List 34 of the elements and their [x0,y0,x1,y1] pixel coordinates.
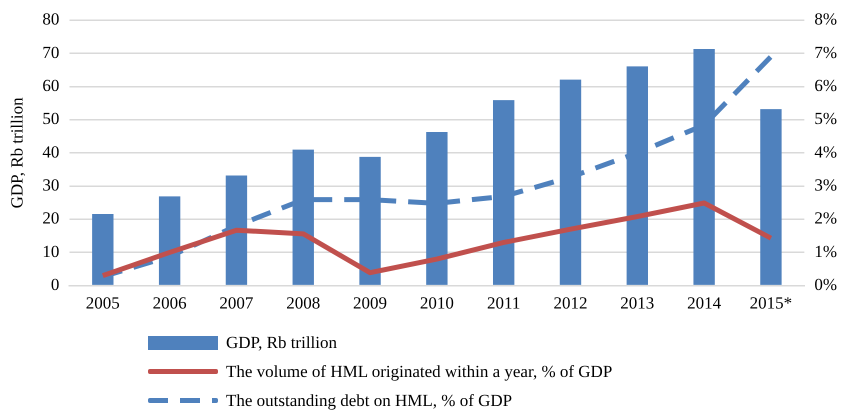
x-tick-label: 2008 [286,293,320,312]
y2-tick-label: 5% [814,109,838,128]
y2-tick-label: 1% [814,242,838,261]
x-tick-label: 2011 [486,293,520,312]
y-axis-title: GDP, Rb trillion [8,96,27,208]
x-tick-label: 2012 [553,293,588,312]
y2-tick-label: 2% [814,208,838,228]
x-tick-label: 2005 [86,293,120,312]
y-tick-label: 60 [42,76,60,96]
y-tick-label: 20 [42,208,60,228]
y-tick-label: 30 [42,176,60,195]
x-tick-label: 2009 [353,293,388,312]
y-tick-label: 10 [42,242,60,261]
legend-label: The volume of HML originated within a year, % of GDP [226,362,612,382]
legend-label: GDP, Rb trillion [226,332,337,352]
y-tick-label: 0 [50,275,60,294]
legend-label: The outstanding debt on HML, % of GDP [226,390,512,410]
y2-tick-label: 6% [814,76,838,96]
y2-tick-label: 4% [814,142,838,162]
y-tick-label: 80 [42,10,60,29]
y2-tick-label: 8% [814,10,838,29]
bar [760,109,782,285]
y-tick-label: 70 [42,42,60,62]
x-tick-label: 2014 [687,293,722,312]
y-tick-label: 40 [42,142,60,162]
y2-tick-label: 7% [814,42,838,62]
y2-tick-label: 3% [814,176,838,195]
x-tick-label: 2013 [620,293,654,312]
x-tick-label: 2007 [219,293,254,312]
x-tick-label: 2015* [750,293,792,312]
y-tick-label: 50 [42,109,60,128]
y2-tick-label: 0% [814,275,838,294]
x-tick-label: 2010 [420,293,454,312]
x-tick-label: 2006 [152,293,187,312]
